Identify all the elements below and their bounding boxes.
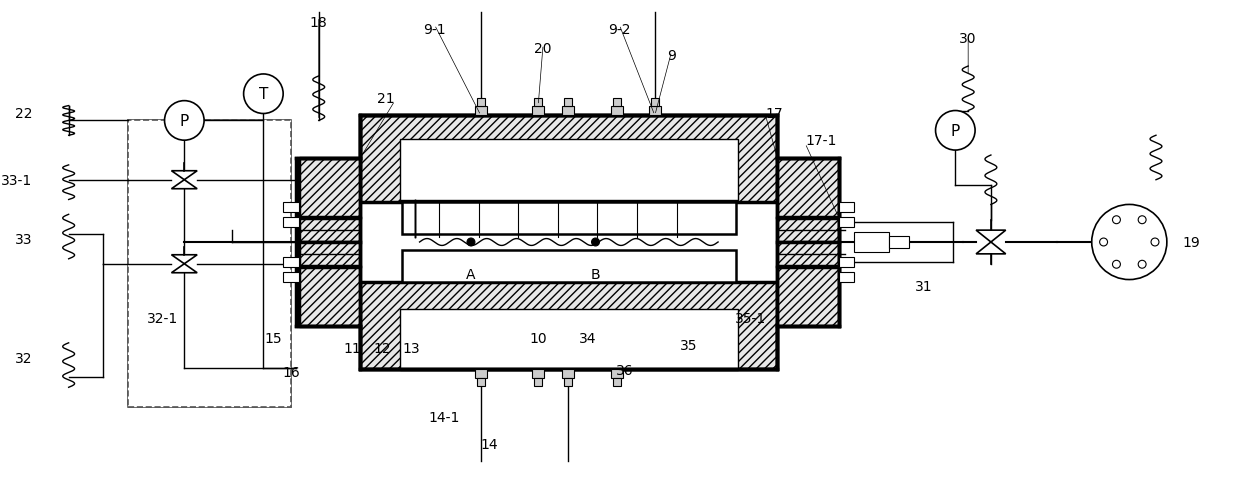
Circle shape xyxy=(1151,239,1159,246)
Bar xyxy=(399,140,738,201)
Bar xyxy=(402,203,735,235)
Bar xyxy=(477,98,485,106)
Circle shape xyxy=(1112,261,1121,269)
Bar xyxy=(361,116,777,369)
Text: 31: 31 xyxy=(915,279,932,293)
Text: 13: 13 xyxy=(403,341,420,355)
Circle shape xyxy=(165,102,205,141)
Text: 35-1: 35-1 xyxy=(735,312,766,326)
Bar xyxy=(854,233,889,252)
Polygon shape xyxy=(171,181,197,189)
Text: 35: 35 xyxy=(680,338,697,352)
Bar xyxy=(361,282,777,369)
Bar xyxy=(534,98,542,106)
Bar xyxy=(399,310,738,371)
Bar xyxy=(562,369,574,378)
Bar xyxy=(564,98,572,106)
Bar xyxy=(777,159,838,218)
Polygon shape xyxy=(976,242,1006,254)
Text: T: T xyxy=(259,87,268,102)
Bar xyxy=(128,121,291,407)
Bar xyxy=(777,242,838,266)
Bar xyxy=(299,267,361,326)
Bar xyxy=(299,219,361,242)
Polygon shape xyxy=(171,171,197,181)
Bar xyxy=(532,369,544,378)
Bar xyxy=(562,106,574,116)
Bar xyxy=(283,218,299,227)
Bar xyxy=(283,272,299,282)
Bar xyxy=(611,369,624,378)
Text: P: P xyxy=(951,123,960,138)
Circle shape xyxy=(1091,205,1167,280)
Text: 36: 36 xyxy=(616,363,634,377)
Text: 17-1: 17-1 xyxy=(805,134,837,148)
Text: 34: 34 xyxy=(579,331,596,345)
Polygon shape xyxy=(976,231,1006,242)
Bar xyxy=(534,378,542,387)
Bar xyxy=(299,159,361,218)
Bar xyxy=(299,242,361,266)
Polygon shape xyxy=(171,255,197,264)
Bar xyxy=(889,237,909,248)
Bar xyxy=(838,272,854,282)
Text: 10: 10 xyxy=(529,331,547,345)
Circle shape xyxy=(1138,216,1146,224)
Bar xyxy=(838,203,854,213)
Text: 21: 21 xyxy=(377,91,394,106)
Bar xyxy=(838,218,854,227)
Circle shape xyxy=(1138,261,1146,269)
Circle shape xyxy=(1100,239,1107,246)
Text: 33-1: 33-1 xyxy=(1,173,32,187)
Text: B: B xyxy=(590,267,600,281)
Bar xyxy=(614,378,621,387)
Bar xyxy=(477,378,485,387)
Circle shape xyxy=(935,111,975,151)
Text: 14: 14 xyxy=(480,437,497,451)
Bar xyxy=(838,257,854,267)
Text: 11: 11 xyxy=(343,341,361,355)
Text: 17: 17 xyxy=(765,107,784,121)
Text: P: P xyxy=(180,114,188,129)
Bar xyxy=(532,106,544,116)
Text: 32: 32 xyxy=(15,351,32,365)
Bar xyxy=(614,98,621,106)
Bar xyxy=(361,116,777,203)
Text: 9: 9 xyxy=(667,49,676,63)
Bar xyxy=(402,250,735,282)
Polygon shape xyxy=(171,264,197,273)
Text: 30: 30 xyxy=(960,32,977,46)
Circle shape xyxy=(591,239,599,246)
Text: 12: 12 xyxy=(373,341,391,355)
Text: 19: 19 xyxy=(1183,236,1200,249)
Text: 15: 15 xyxy=(264,331,281,345)
Circle shape xyxy=(1112,216,1121,224)
Text: 18: 18 xyxy=(310,15,327,30)
Circle shape xyxy=(467,239,475,246)
Bar xyxy=(564,378,572,387)
Bar xyxy=(649,106,661,116)
Text: 32-1: 32-1 xyxy=(146,312,179,326)
Text: 9-2: 9-2 xyxy=(608,23,630,36)
Text: 9-1: 9-1 xyxy=(423,23,445,36)
Bar xyxy=(128,121,291,407)
Bar xyxy=(475,106,487,116)
Bar xyxy=(611,106,624,116)
Text: 16: 16 xyxy=(283,365,300,379)
Text: A: A xyxy=(466,267,476,281)
Bar xyxy=(777,219,838,242)
Bar xyxy=(283,203,299,213)
Bar xyxy=(283,257,299,267)
Bar xyxy=(777,267,838,326)
Circle shape xyxy=(243,75,283,114)
Bar xyxy=(475,369,487,378)
Bar xyxy=(651,98,658,106)
Text: 33: 33 xyxy=(15,232,32,246)
Text: 14-1: 14-1 xyxy=(429,410,460,424)
Text: 20: 20 xyxy=(534,42,552,56)
Text: 22: 22 xyxy=(15,107,32,121)
